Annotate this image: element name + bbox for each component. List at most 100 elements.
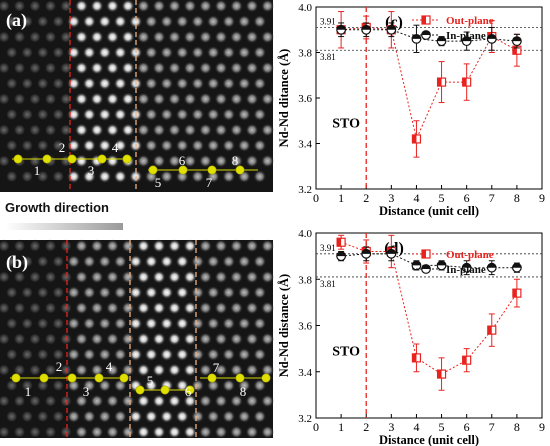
atom bbox=[245, 425, 259, 439]
data-point-out-plane bbox=[436, 77, 447, 87]
atom bbox=[75, 394, 88, 408]
data-point-out-plane bbox=[336, 25, 346, 35]
atom bbox=[129, 317, 143, 330]
atom bbox=[261, 332, 274, 346]
y-tick-label: 3.8 bbox=[298, 48, 312, 60]
atom bbox=[90, 0, 104, 13]
atom bbox=[168, 363, 181, 377]
atom bbox=[106, 301, 119, 315]
atom bbox=[237, 77, 251, 90]
reference-line-label: 3.81 bbox=[320, 52, 336, 62]
x-tick-label: 1 bbox=[338, 191, 344, 205]
atom bbox=[206, 410, 220, 423]
atom bbox=[191, 15, 205, 28]
atom bbox=[82, 410, 96, 423]
data-point-out-plane bbox=[462, 355, 472, 365]
atom bbox=[206, 46, 220, 59]
legend-marker bbox=[421, 249, 431, 259]
atom bbox=[113, 170, 127, 183]
data-point-in-plane bbox=[436, 260, 447, 271]
atom bbox=[90, 30, 104, 44]
atom bbox=[106, 332, 119, 346]
atom bbox=[113, 46, 127, 59]
atom bbox=[160, 77, 174, 90]
atom bbox=[90, 270, 104, 284]
atom-number: 7 bbox=[213, 360, 220, 375]
atom bbox=[5, 108, 19, 121]
atom bbox=[51, 379, 65, 392]
atom bbox=[51, 77, 65, 90]
atom bbox=[183, 123, 197, 137]
atom bbox=[222, 46, 236, 59]
atom bbox=[261, 0, 274, 13]
atom-number: 1 bbox=[25, 384, 32, 399]
x-axis-label: Distance (unit cell) bbox=[379, 204, 479, 218]
atom bbox=[5, 348, 19, 361]
atom bbox=[183, 0, 197, 13]
atom bbox=[261, 363, 274, 377]
atom bbox=[206, 379, 220, 392]
data-point-out-plane-fill bbox=[387, 247, 392, 256]
atom bbox=[152, 30, 166, 44]
data-point-out-plane bbox=[386, 25, 396, 35]
atom bbox=[90, 394, 104, 408]
atom bbox=[152, 0, 166, 13]
atom bbox=[129, 15, 143, 28]
atom bbox=[75, 239, 88, 253]
atom bbox=[245, 123, 259, 137]
atom bbox=[36, 255, 50, 268]
atom bbox=[0, 363, 11, 377]
x-tick-label: 4 bbox=[413, 420, 419, 434]
atom bbox=[67, 77, 81, 90]
atom bbox=[191, 77, 205, 90]
atom bbox=[51, 410, 65, 423]
atom bbox=[191, 255, 205, 268]
atom bbox=[98, 255, 112, 268]
atom bbox=[44, 123, 57, 137]
atom bbox=[36, 108, 50, 121]
data-point-out-plane-fill bbox=[462, 356, 467, 365]
atom bbox=[144, 317, 158, 330]
atom bbox=[67, 46, 81, 59]
atom bbox=[222, 170, 236, 183]
data-point-in-plane bbox=[386, 248, 397, 259]
x-axis-label: Distance (unit cell) bbox=[379, 433, 479, 446]
atom bbox=[175, 77, 189, 90]
x-tick-label: 2 bbox=[363, 191, 369, 205]
atom-marker bbox=[135, 385, 145, 395]
y-tick-label: 3.4 bbox=[298, 367, 312, 379]
atom-marker bbox=[67, 373, 77, 383]
atom bbox=[175, 139, 189, 152]
atom bbox=[168, 239, 181, 253]
atom bbox=[106, 61, 119, 75]
atom bbox=[0, 301, 11, 315]
atom bbox=[13, 0, 26, 13]
atom bbox=[20, 139, 34, 152]
atom bbox=[36, 77, 50, 90]
atom bbox=[175, 410, 189, 423]
data-point-out-plane bbox=[361, 246, 371, 257]
atom bbox=[5, 46, 19, 59]
atom bbox=[59, 394, 73, 408]
atom bbox=[245, 301, 259, 315]
atom bbox=[222, 108, 236, 121]
atom bbox=[5, 139, 19, 152]
atom bbox=[152, 92, 166, 106]
atom bbox=[51, 46, 65, 59]
atom bbox=[168, 92, 181, 106]
atom bbox=[253, 317, 267, 330]
atom bbox=[152, 363, 166, 377]
atom bbox=[230, 61, 243, 75]
atom bbox=[261, 30, 274, 44]
atom bbox=[144, 255, 158, 268]
legend-marker-fill bbox=[422, 16, 426, 24]
atom bbox=[36, 170, 50, 183]
atom-marker bbox=[178, 165, 188, 175]
data-point-out-plane-fill bbox=[512, 46, 517, 55]
atom bbox=[82, 139, 96, 152]
atom-number: 8 bbox=[240, 384, 247, 399]
atom bbox=[113, 317, 127, 330]
atom bbox=[36, 286, 50, 299]
atom bbox=[253, 139, 267, 152]
atom bbox=[230, 301, 243, 315]
